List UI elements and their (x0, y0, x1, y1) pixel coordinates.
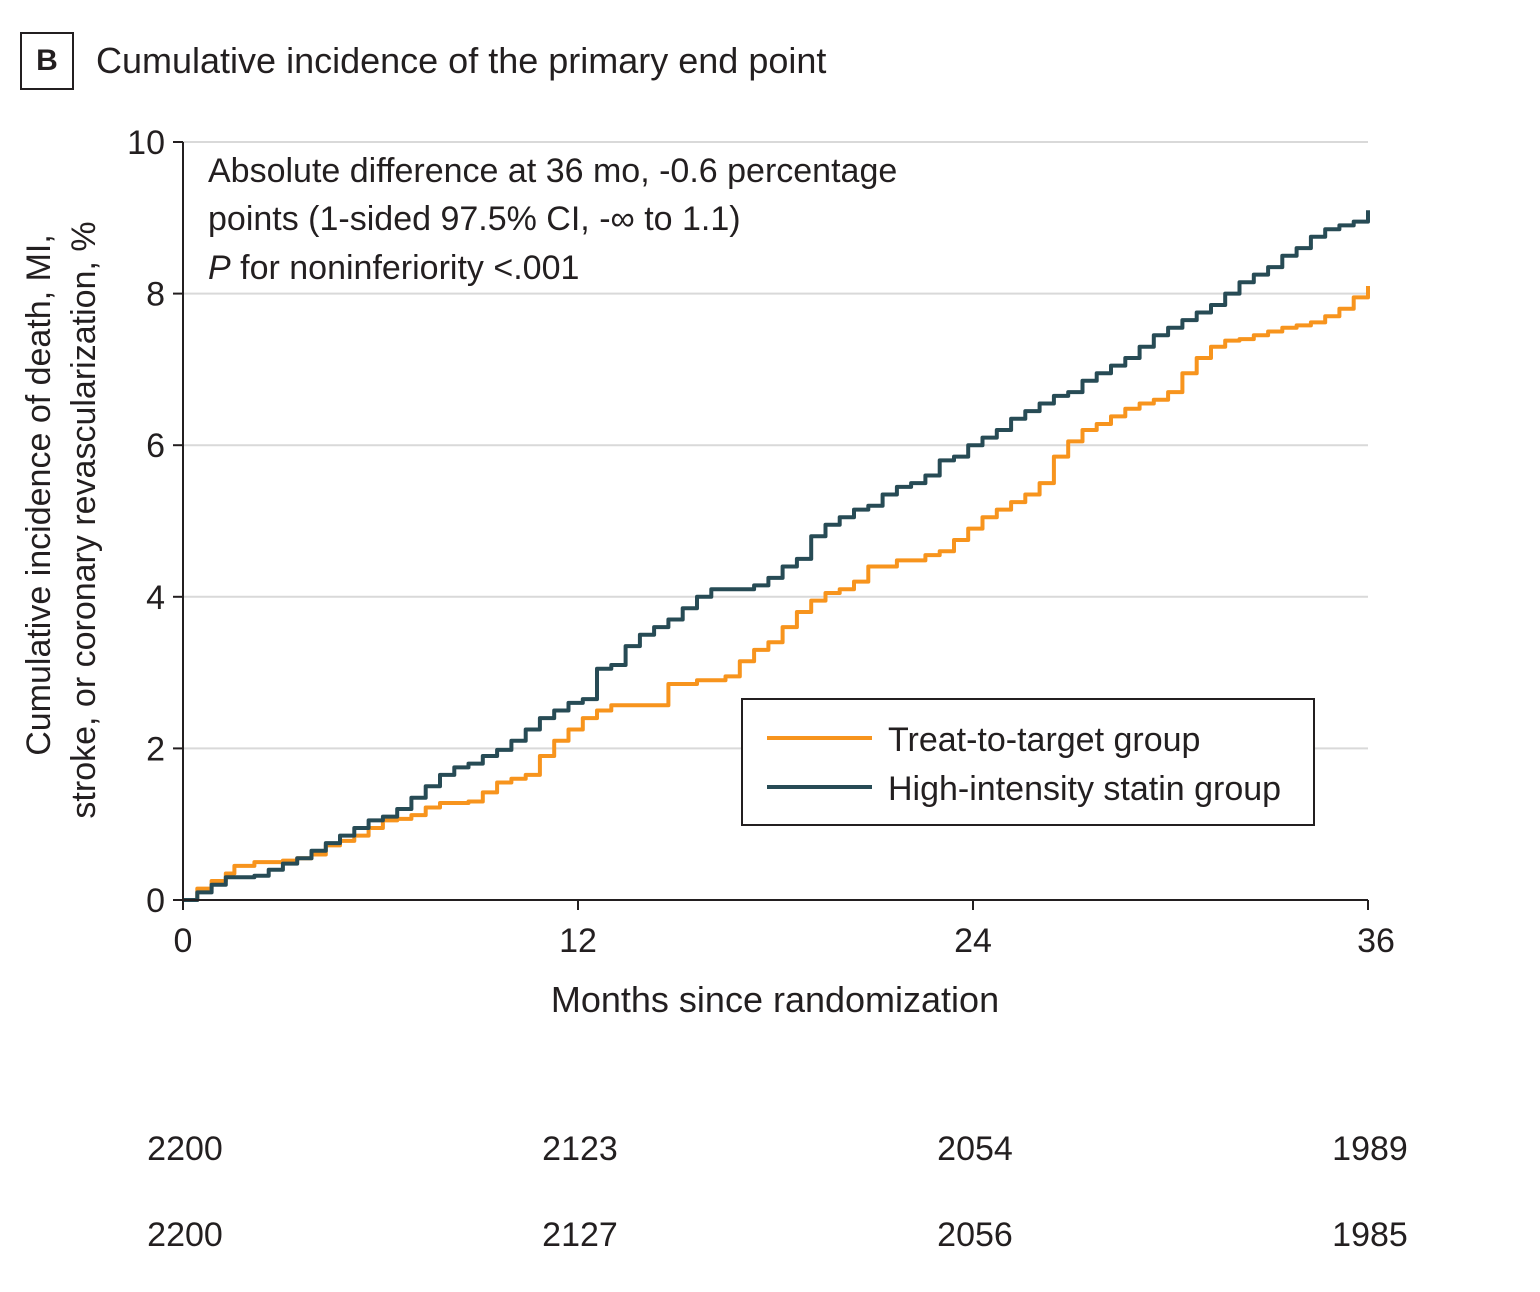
legend-box (741, 698, 1315, 826)
series-layer (183, 210, 1370, 902)
risk-cell: 2200 (147, 1216, 223, 1254)
y-tick-label: 2 (146, 730, 165, 768)
risk-table-row-2: 2200 2127 2056 1985 (0, 1216, 1540, 1266)
y-tick-label: 10 (127, 124, 165, 162)
series-line-treat-to-target (183, 286, 1370, 902)
legend-label-treat-to-target: Treat-to-target group (888, 721, 1200, 759)
x-tick-label: 0 (174, 922, 193, 960)
risk-cell: 2127 (542, 1216, 618, 1254)
x-tick-label: 36 (1357, 922, 1395, 960)
y-tick-label: 6 (146, 427, 165, 465)
risk-cell: 1985 (1332, 1216, 1408, 1254)
y-axis-label-line2: stroke, or coronary revascularization, % (65, 221, 103, 818)
y-tick-label: 4 (146, 579, 165, 617)
x-tick-label: 24 (954, 922, 992, 960)
risk-table-row-1: 2200 2123 2054 1989 (0, 1130, 1540, 1180)
legend-label-high-intensity-statin: High-intensity statin group (888, 770, 1281, 808)
x-axis-label: Months since randomization (551, 979, 999, 1020)
annotation-line2: points (1-sided 97.5% CI, -∞ to 1.1) (208, 200, 741, 238)
legend: Treat-to-target group High-intensity sta… (741, 698, 1315, 826)
y-ticks: 0 2 4 6 8 10 (127, 124, 183, 920)
x-ticks: 0 12 24 36 (174, 900, 1395, 960)
series-line-high-intensity-statin (183, 210, 1370, 902)
risk-cell: 2056 (937, 1216, 1013, 1254)
panel-label: B (20, 32, 74, 90)
annotation-p-italic: P (208, 249, 231, 287)
annotation: Absolute difference at 36 mo, -0.6 perce… (208, 152, 897, 287)
axes (182, 142, 1368, 901)
x-tick-label: 12 (559, 922, 597, 960)
risk-cell: 1989 (1332, 1130, 1408, 1168)
annotation-line3: P for noninferiority <.001 (208, 249, 579, 287)
annotation-line1: Absolute difference at 36 mo, -0.6 perce… (208, 152, 897, 190)
risk-cell: 2123 (542, 1130, 618, 1168)
risk-cell: 2054 (937, 1130, 1013, 1168)
annotation-p-text: for noninferiority <.001 (231, 249, 580, 287)
y-tick-label: 0 (146, 882, 165, 920)
y-tick-label: 8 (146, 276, 165, 314)
panel-title: Cumulative incidence of the primary end … (96, 40, 827, 81)
risk-cell: 2200 (147, 1130, 223, 1168)
y-axis-label-line1: Cumulative incidence of death, MI, (20, 234, 58, 756)
